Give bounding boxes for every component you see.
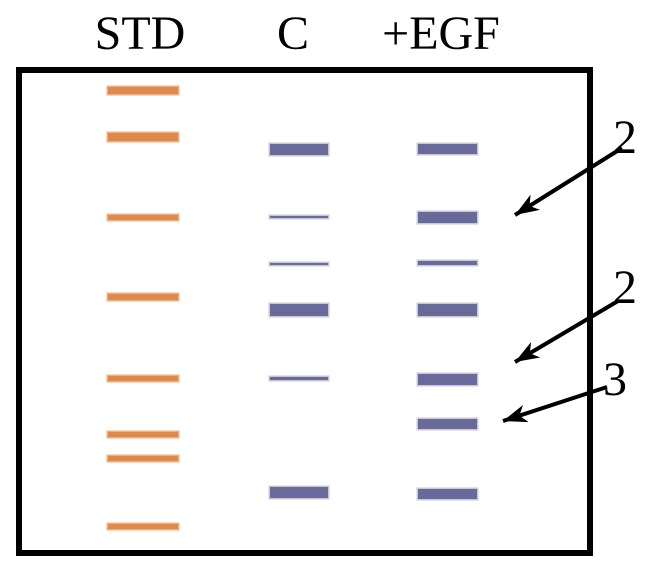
band-std-4 xyxy=(108,294,178,300)
band-c-1 xyxy=(270,144,328,155)
band-std-1 xyxy=(108,87,178,94)
band-egf-6 xyxy=(418,419,477,429)
band-std-8 xyxy=(108,524,178,529)
band-c-5 xyxy=(270,377,328,380)
band-egf-2 xyxy=(418,212,477,223)
band-egf-7 xyxy=(418,489,477,499)
band-std-3 xyxy=(108,215,178,220)
band-c-6 xyxy=(270,487,328,498)
annotation-label-2-2: 2 xyxy=(613,261,637,314)
band-egf-5 xyxy=(418,374,477,385)
annotation-label-1-2: 2 xyxy=(613,111,637,164)
band-std-2 xyxy=(108,133,178,141)
band-std-6 xyxy=(108,432,178,437)
band-egf-1 xyxy=(418,144,477,154)
band-c-3 xyxy=(270,263,328,265)
band-std-5 xyxy=(108,376,178,381)
annotation-label-3-3: 3 xyxy=(603,353,627,406)
lane-header-egf: +EGF xyxy=(382,7,500,60)
band-egf-3 xyxy=(418,261,477,265)
lane-header-c: C xyxy=(276,7,310,60)
band-c-2 xyxy=(270,216,328,218)
band-c-4 xyxy=(270,304,328,316)
lane-header-std: STD xyxy=(94,7,186,60)
band-std-7 xyxy=(108,456,178,461)
band-egf-4 xyxy=(418,304,477,316)
